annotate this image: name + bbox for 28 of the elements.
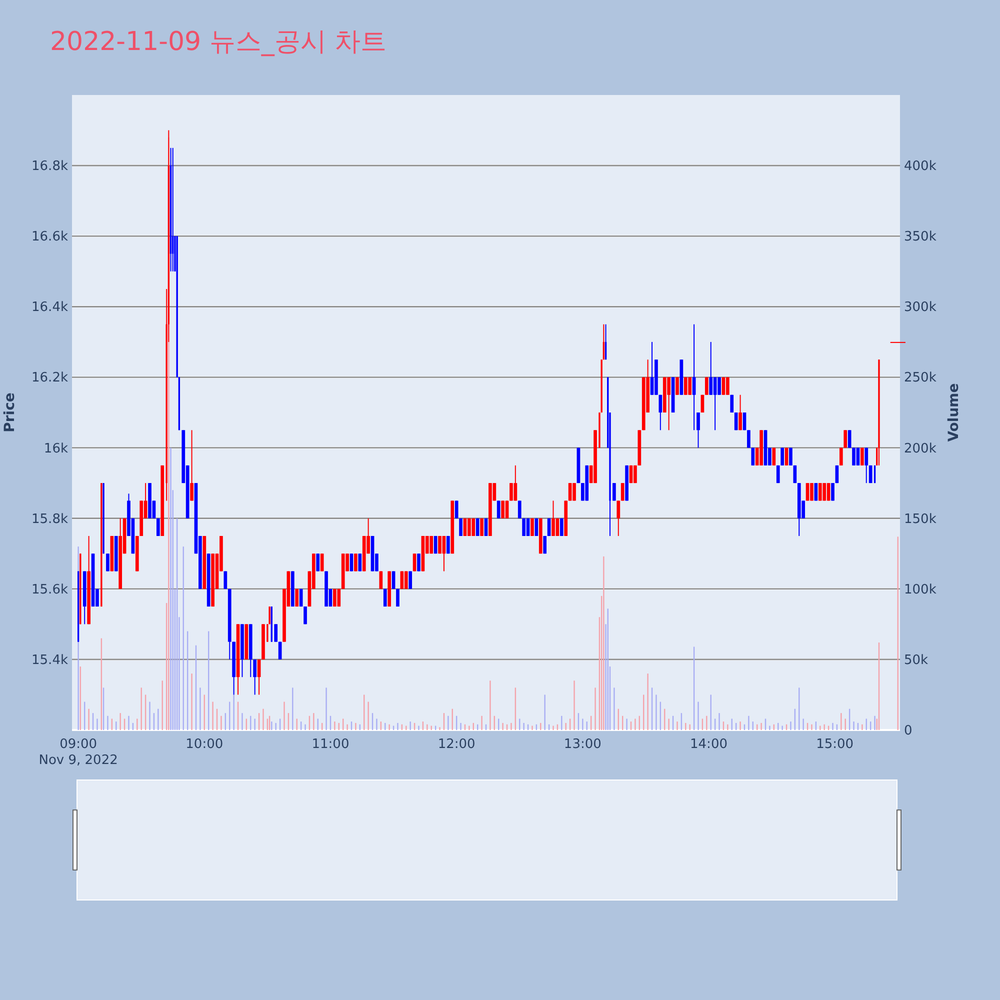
y-tick-label: 16k xyxy=(44,441,68,456)
y2-tick-label: 400k xyxy=(904,159,937,174)
text: Nov 9, 2022 xyxy=(38,753,118,768)
y-tick-label: 16.2k xyxy=(32,370,68,386)
y-tick-label: 16.8k xyxy=(32,159,68,174)
y2-tick-label: 200k xyxy=(904,441,937,456)
x-tick-label: 15:00 xyxy=(816,737,854,752)
x-tick-label: 09:00 xyxy=(60,737,98,752)
x-tick-label: 12:00 xyxy=(438,737,476,752)
y2-tick-label: 50k xyxy=(904,652,929,668)
y-tick-label: 16.6k xyxy=(32,230,68,245)
y-tick-label: 15.4k xyxy=(32,652,68,668)
y2-tick-label: 100k xyxy=(904,582,937,598)
chart-title: 2022-11-09 뉴스_공시 차트 xyxy=(50,27,387,57)
y2-tick-label: 0 xyxy=(904,724,912,738)
x-tick-label: 14:00 xyxy=(690,737,728,752)
x-tick-label: 10:00 xyxy=(186,737,224,752)
y-axis-title: Price xyxy=(2,392,18,432)
y-tick-label: 16.4k xyxy=(32,300,68,316)
y-tick-label: 15.8k xyxy=(32,512,68,527)
y2-axis-title: Volume xyxy=(946,383,962,442)
y-tick-label: 15.6k xyxy=(32,582,68,598)
y2-tick-label: 350k xyxy=(904,230,937,245)
x-tick-label: 11:00 xyxy=(312,737,350,752)
x-tick-label: 13:00 xyxy=(564,737,602,752)
y2-tick-label: 250k xyxy=(904,370,937,386)
y2-tick-label: 150k xyxy=(904,512,937,527)
y2-tick-label: 300k xyxy=(904,300,937,316)
